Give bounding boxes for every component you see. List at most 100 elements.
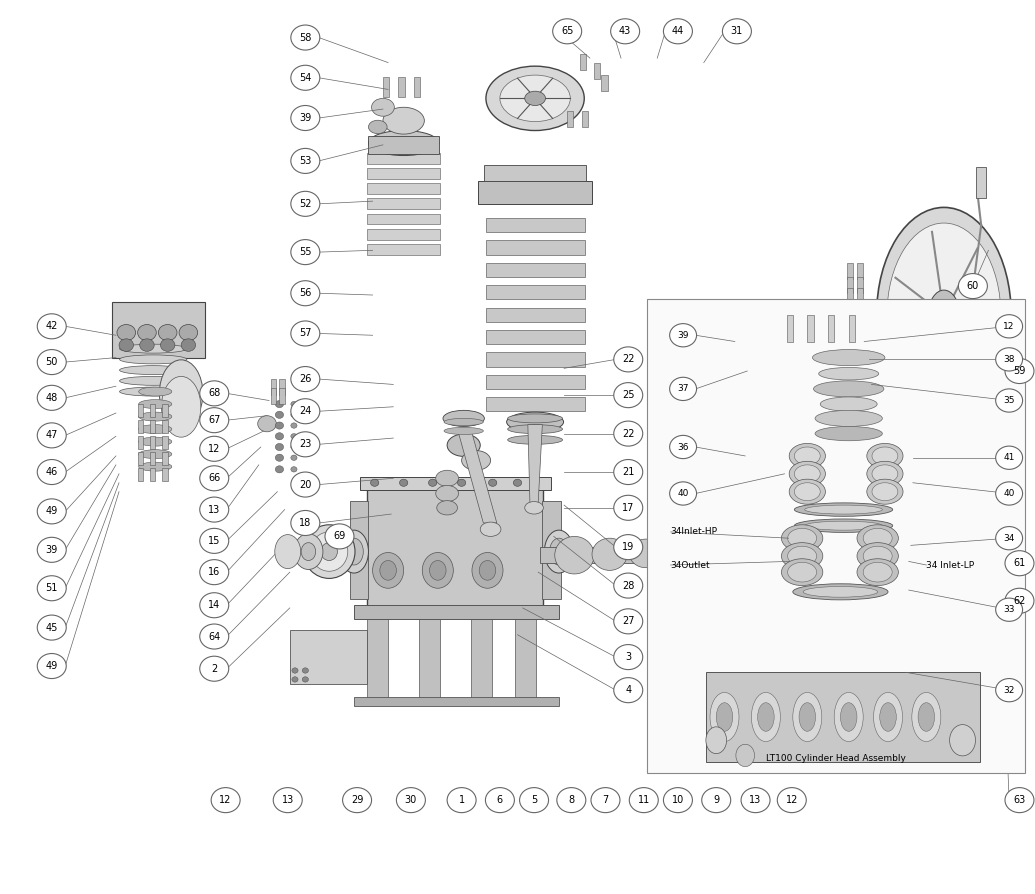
Circle shape [291, 25, 320, 50]
Circle shape [557, 788, 586, 813]
Text: 48: 48 [46, 392, 58, 403]
Ellipse shape [795, 483, 821, 501]
Text: 44: 44 [672, 26, 684, 37]
Circle shape [614, 678, 643, 703]
Ellipse shape [525, 91, 545, 105]
Circle shape [996, 679, 1023, 702]
Circle shape [996, 315, 1023, 338]
Ellipse shape [161, 376, 201, 437]
Circle shape [1005, 551, 1034, 576]
Ellipse shape [258, 416, 276, 432]
Ellipse shape [119, 387, 186, 396]
Ellipse shape [555, 536, 594, 574]
Ellipse shape [793, 584, 888, 600]
Bar [847, 263, 853, 279]
Circle shape [614, 573, 643, 598]
Circle shape [291, 191, 320, 216]
Bar [367, 487, 543, 617]
Ellipse shape [507, 435, 563, 444]
Text: 38: 38 [1003, 355, 1015, 364]
Text: 51: 51 [46, 583, 58, 594]
Ellipse shape [863, 562, 892, 582]
Bar [582, 111, 588, 127]
Ellipse shape [781, 543, 823, 569]
Circle shape [489, 479, 497, 486]
Circle shape [292, 668, 298, 673]
Ellipse shape [139, 387, 172, 396]
Text: 18: 18 [299, 518, 312, 528]
Circle shape [291, 412, 297, 417]
Text: 29: 29 [351, 795, 363, 805]
Ellipse shape [928, 290, 959, 340]
Ellipse shape [880, 703, 896, 731]
Bar [580, 54, 586, 70]
Circle shape [400, 479, 408, 486]
Ellipse shape [857, 559, 898, 586]
Bar [484, 165, 586, 181]
Text: 12: 12 [1004, 322, 1014, 331]
Text: 17: 17 [622, 502, 634, 513]
Ellipse shape [696, 541, 721, 563]
Ellipse shape [430, 561, 446, 580]
Bar [478, 181, 592, 204]
Circle shape [291, 401, 297, 407]
Ellipse shape [373, 552, 404, 588]
Bar [150, 436, 155, 449]
Text: 57: 57 [299, 328, 312, 339]
Ellipse shape [437, 501, 457, 515]
Ellipse shape [790, 443, 826, 468]
Ellipse shape [139, 412, 172, 421]
Circle shape [200, 381, 229, 406]
Text: 39: 39 [677, 331, 689, 340]
Bar [162, 436, 168, 449]
Text: 32: 32 [1004, 686, 1014, 695]
Ellipse shape [629, 539, 662, 568]
Ellipse shape [805, 505, 882, 514]
Ellipse shape [912, 692, 941, 742]
Circle shape [325, 524, 354, 549]
Text: 59: 59 [1013, 366, 1026, 376]
Circle shape [291, 148, 320, 173]
Ellipse shape [736, 744, 755, 767]
Bar [162, 452, 168, 465]
Bar [515, 617, 536, 702]
Text: 6: 6 [497, 795, 503, 805]
Ellipse shape [422, 552, 453, 588]
Ellipse shape [788, 528, 817, 548]
Circle shape [996, 527, 1023, 550]
Circle shape [396, 788, 425, 813]
Circle shape [663, 19, 692, 44]
Ellipse shape [709, 537, 740, 573]
Circle shape [371, 479, 379, 486]
Ellipse shape [840, 703, 857, 731]
Text: 9: 9 [713, 795, 719, 805]
Circle shape [37, 350, 66, 375]
Circle shape [670, 435, 697, 459]
Ellipse shape [447, 434, 480, 456]
Circle shape [37, 460, 66, 485]
Circle shape [447, 788, 476, 813]
Text: 12: 12 [208, 443, 220, 454]
Bar [290, 630, 367, 684]
Ellipse shape [795, 502, 892, 516]
Circle shape [200, 593, 229, 618]
Bar [138, 420, 143, 433]
Ellipse shape [472, 552, 503, 588]
Ellipse shape [436, 470, 459, 486]
Circle shape [777, 788, 806, 813]
Bar [271, 388, 276, 404]
Ellipse shape [486, 66, 584, 131]
Circle shape [200, 466, 229, 491]
Ellipse shape [345, 538, 363, 565]
Ellipse shape [119, 376, 186, 385]
Ellipse shape [803, 586, 878, 597]
Circle shape [614, 347, 643, 372]
Ellipse shape [119, 366, 186, 375]
Circle shape [291, 444, 297, 450]
Text: 16: 16 [208, 567, 220, 578]
Ellipse shape [139, 425, 172, 434]
Ellipse shape [706, 727, 727, 754]
Bar [857, 277, 863, 293]
Text: 45: 45 [46, 622, 58, 633]
Circle shape [37, 385, 66, 410]
